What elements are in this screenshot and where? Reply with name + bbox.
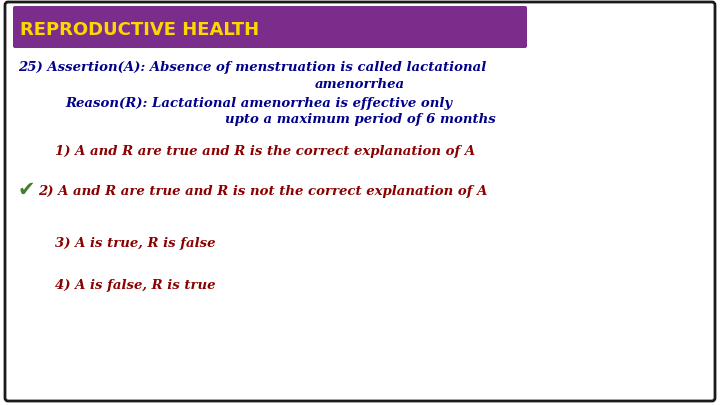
FancyBboxPatch shape — [5, 2, 715, 401]
Text: 3) A is true, R is false: 3) A is true, R is false — [55, 237, 215, 249]
Text: Reason(R): Lactational amenorrhea is effective only: Reason(R): Lactational amenorrhea is eff… — [65, 96, 452, 109]
Text: ✔: ✔ — [18, 180, 35, 200]
Text: 4) A is false, R is true: 4) A is false, R is true — [55, 279, 215, 292]
Text: 2) A and R are true and R is not the correct explanation of A: 2) A and R are true and R is not the cor… — [38, 185, 487, 198]
Text: REPRODUCTIVE HEALTH: REPRODUCTIVE HEALTH — [20, 21, 259, 39]
Text: upto a maximum period of 6 months: upto a maximum period of 6 months — [225, 113, 495, 126]
Text: 1) A and R are true and R is the correct explanation of A: 1) A and R are true and R is the correct… — [55, 145, 475, 158]
Text: 25) Assertion(A): Absence of menstruation is called lactational: 25) Assertion(A): Absence of menstruatio… — [18, 62, 486, 75]
Text: amenorrhea: amenorrhea — [315, 79, 405, 92]
FancyBboxPatch shape — [13, 6, 527, 48]
